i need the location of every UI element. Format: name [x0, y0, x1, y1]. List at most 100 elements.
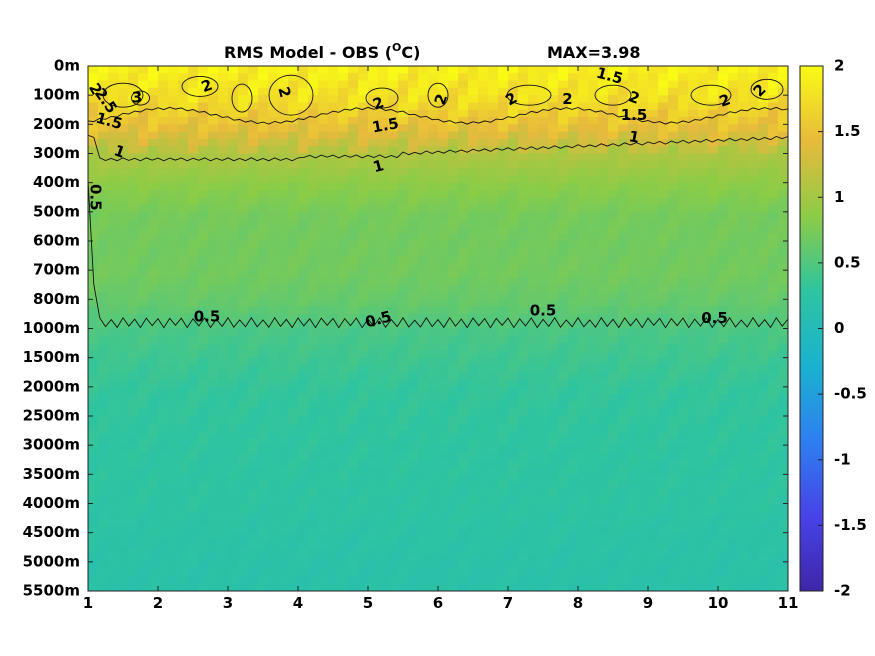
heat-cell [168, 73, 179, 82]
heat-cell [718, 146, 729, 155]
heat-cell [328, 488, 339, 497]
heat-cell [198, 576, 209, 585]
heat-cell [388, 343, 399, 351]
heat-cell [88, 241, 99, 249]
heat-cell [308, 175, 319, 184]
heat-cell [398, 474, 409, 483]
heat-cell [248, 459, 259, 468]
heat-cell [418, 569, 429, 578]
heat-cell [158, 255, 169, 264]
heat-cell [658, 328, 669, 337]
heat-cell [198, 255, 209, 264]
heat-cell [628, 95, 639, 104]
heat-cell [248, 343, 259, 351]
heat-cell [298, 262, 309, 271]
heat-cell [348, 182, 359, 191]
heat-cell [388, 73, 399, 82]
heat-cell [748, 452, 759, 461]
heat-cell [598, 386, 609, 395]
heat-cell [518, 357, 529, 366]
heat-cell [508, 532, 519, 541]
heat-cell [298, 175, 309, 184]
heat-cell [418, 146, 429, 155]
heat-cell [408, 189, 419, 198]
heat-cell [768, 160, 779, 169]
heat-cell [258, 474, 269, 483]
heat-cell [498, 124, 509, 133]
heat-cell [618, 204, 629, 213]
heat-cell [448, 357, 459, 366]
heat-cell [608, 313, 619, 322]
heat-cell [508, 364, 519, 373]
heat-cell [658, 168, 669, 176]
heat-cell [758, 73, 769, 82]
heat-cell [528, 95, 539, 104]
heat-cell [178, 189, 189, 198]
heat-cell [418, 197, 429, 206]
heat-cell [668, 146, 679, 155]
heat-cell [758, 102, 769, 111]
heat-cell [338, 452, 349, 461]
heat-cell [88, 262, 99, 271]
heat-cell [98, 292, 109, 300]
heat-cell [348, 175, 359, 184]
heat-cell [158, 459, 169, 468]
heat-cell [388, 335, 399, 344]
heat-cell [628, 518, 639, 526]
heat-cell [508, 539, 519, 548]
heat-cell [768, 503, 779, 512]
heat-cell [178, 241, 189, 249]
heat-cell [528, 576, 539, 585]
heat-cell [598, 547, 609, 556]
heat-cell [458, 219, 469, 228]
heat-cell [328, 459, 339, 468]
heat-cell [488, 364, 499, 373]
heat-cell [438, 547, 449, 556]
heat-cell [538, 437, 549, 446]
heat-cell [518, 255, 529, 264]
heat-cell [338, 168, 349, 176]
heat-cell [448, 539, 459, 548]
heat-cell [618, 168, 629, 176]
heat-cell [298, 423, 309, 432]
heat-cell [378, 357, 389, 366]
heat-cell [288, 561, 299, 570]
heat-cell [488, 277, 499, 286]
heat-cell [708, 452, 719, 461]
heat-cell [98, 554, 109, 563]
heat-cell [208, 262, 219, 271]
heat-cell [628, 452, 639, 461]
heat-cell [318, 277, 329, 286]
heat-cell [268, 561, 279, 570]
heat-cell [418, 153, 429, 162]
heat-cell [618, 554, 629, 563]
heat-cell [108, 233, 119, 242]
heat-cell [738, 386, 749, 395]
heat-cell [118, 561, 129, 570]
heat-cell [738, 117, 749, 125]
heat-cell [638, 525, 649, 534]
heat-cell [738, 284, 749, 293]
heat-cell [228, 160, 239, 169]
heat-cell [218, 561, 229, 570]
heat-cell [718, 262, 729, 271]
heat-cell [768, 109, 779, 118]
heat-cell [558, 561, 569, 570]
heat-cell [608, 102, 619, 111]
heat-cell [758, 539, 769, 548]
heat-cell [628, 364, 639, 373]
heat-cell [768, 189, 779, 198]
heat-cell [108, 226, 119, 235]
heat-cell [158, 335, 169, 344]
heat-cell [108, 503, 119, 512]
heat-cell [228, 569, 239, 578]
heat-cell [408, 262, 419, 271]
heat-cell [748, 379, 759, 388]
heat-cell [358, 547, 369, 556]
heat-cell [148, 95, 159, 104]
heat-cell [578, 335, 589, 344]
heat-cell [768, 299, 779, 308]
heat-cell [258, 569, 269, 578]
heat-cell [378, 321, 389, 330]
heat-cell [568, 488, 579, 497]
